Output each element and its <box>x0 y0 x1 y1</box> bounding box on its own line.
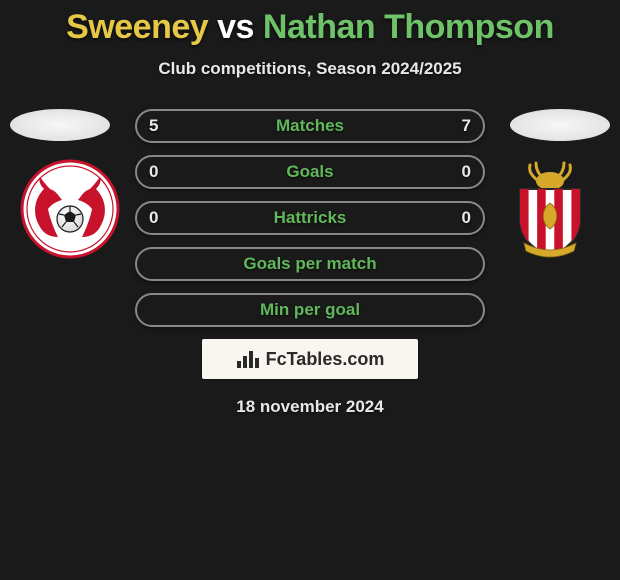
branding-text: FcTables.com <box>266 349 385 370</box>
stat-label: Goals <box>286 162 333 182</box>
stat-row: Min per goal <box>135 293 485 327</box>
stat-left-value: 0 <box>149 208 158 228</box>
subtitle: Club competitions, Season 2024/2025 <box>0 59 620 79</box>
stat-left-value: 0 <box>149 162 158 182</box>
stat-row: 0 Hattricks 0 <box>135 201 485 235</box>
player2-photo <box>510 109 610 141</box>
stat-right-value: 0 <box>462 208 471 228</box>
stat-row: 5 Matches 7 <box>135 109 485 143</box>
stats-list: 5 Matches 7 0 Goals 0 0 Hattricks 0 Goal… <box>135 109 485 327</box>
stat-row: 0 Goals 0 <box>135 155 485 189</box>
page-title: Sweeney vs Nathan Thompson <box>0 0 620 47</box>
stat-label: Goals per match <box>243 254 376 274</box>
stat-label: Hattricks <box>274 208 347 228</box>
branding-box: FcTables.com <box>202 339 418 379</box>
player1-name: Sweeney <box>66 8 208 46</box>
stat-label: Min per goal <box>260 300 360 320</box>
content-area: 5 Matches 7 0 Goals 0 0 Hattricks 0 Goal… <box>0 109 620 417</box>
stat-label: Matches <box>276 116 344 136</box>
player1-photo <box>10 109 110 141</box>
player2-name: Nathan Thompson <box>263 8 554 46</box>
stat-right-value: 0 <box>462 162 471 182</box>
vs-text: vs <box>217 8 254 46</box>
date-text: 18 november 2024 <box>0 397 620 417</box>
club-badge-right <box>500 159 600 259</box>
branding-bars-icon <box>236 349 262 369</box>
stat-right-value: 7 <box>462 116 471 136</box>
stat-row: Goals per match <box>135 247 485 281</box>
stat-left-value: 5 <box>149 116 158 136</box>
club-badge-left <box>20 159 120 259</box>
